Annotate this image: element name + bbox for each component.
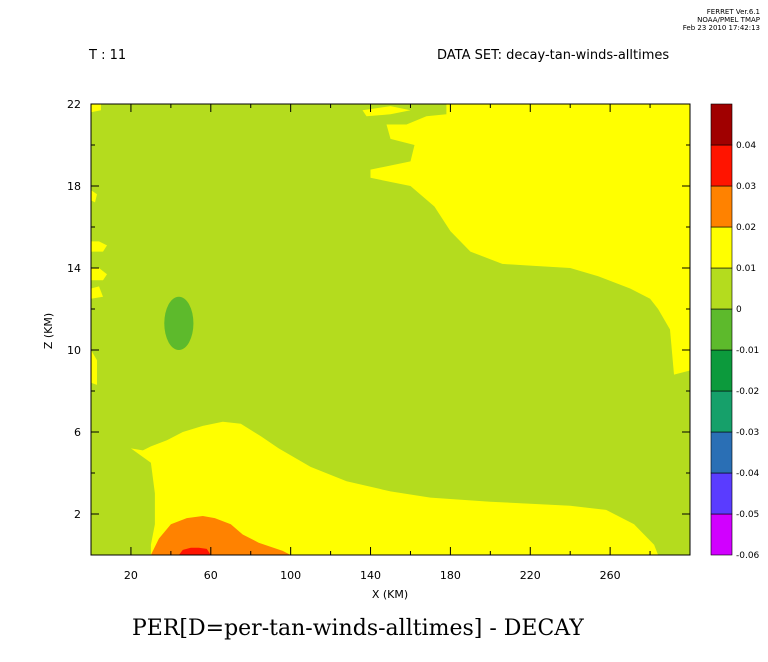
colorbar-swatch-9 xyxy=(710,144,733,187)
x-tick-label-3: 140 xyxy=(360,569,381,582)
contour-region-7 xyxy=(91,190,97,203)
contour-region-5 xyxy=(91,350,97,385)
x-tick-label-1: 60 xyxy=(204,569,218,582)
colorbar-swatch-10 xyxy=(710,103,733,146)
ferret-stamp: FERRET Ver.6.1 NOAA/PMEL TMAP Feb 23 201… xyxy=(683,8,760,32)
contour-region-10 xyxy=(178,547,211,555)
x-tick-label-0: 20 xyxy=(124,569,138,582)
contour-region-11 xyxy=(164,296,194,350)
contour-region-2 xyxy=(91,241,107,252)
contour-region-9 xyxy=(150,516,291,555)
contour-region-6 xyxy=(91,104,101,113)
time-label: T : 11 xyxy=(89,48,127,63)
colorbar-swatch-3 xyxy=(710,390,733,433)
x-tick-label-6: 260 xyxy=(600,569,621,582)
y-tick-label-3: 14 xyxy=(67,262,81,275)
ferret-org: NOAA/PMEL TMAP xyxy=(697,16,760,24)
bottom-title: PER[D=per-tan-winds-alltimes] - DECAY xyxy=(132,616,584,641)
colorbar-label-0: -0.06 xyxy=(736,551,760,561)
x-tick-label-5: 220 xyxy=(520,569,541,582)
contour-region-4 xyxy=(91,286,103,299)
contour-fills xyxy=(91,104,690,555)
x-axis-label: X (KM) xyxy=(372,588,408,601)
plot-area xyxy=(91,104,690,555)
colorbar-swatch-7 xyxy=(710,226,733,269)
y-tick-label-5: 22 xyxy=(67,98,81,111)
colorbar-swatch-2 xyxy=(710,431,733,474)
y-axis-label: Z (KM) xyxy=(42,313,55,349)
x-tick-label-4: 180 xyxy=(440,569,461,582)
y-tick-label-0: 2 xyxy=(74,508,81,521)
contour-region-3 xyxy=(91,268,107,281)
y-tick-label-2: 10 xyxy=(67,344,81,357)
colorbar-label-4: -0.02 xyxy=(736,387,759,397)
colorbar-label-1: -0.05 xyxy=(736,510,759,520)
dataset-label: DATA SET: decay-tan-winds-alltimes xyxy=(437,48,670,63)
ferret-date: Feb 23 2010 17:42:13 xyxy=(682,24,760,32)
y-tick-label-1: 6 xyxy=(74,426,81,439)
colorbar-label-3: -0.03 xyxy=(736,428,759,438)
x-tick-label-2: 100 xyxy=(280,569,301,582)
axes: 20 60 100 140 180 220 260 2 6 10 14 18 22 xyxy=(67,98,691,582)
colorbar-label-8: 0.02 xyxy=(736,223,756,233)
colorbar: -0.06 -0.05 -0.04 -0.03 -0.02 -0.01 0 0.01 0.02 0… xyxy=(710,103,760,561)
colorbar-swatch-0 xyxy=(710,513,733,556)
contour-region-8 xyxy=(130,421,659,555)
y-tick-label-4: 18 xyxy=(67,180,81,193)
colorbar-label-2: -0.04 xyxy=(736,469,760,479)
colorbar-label-5: -0.01 xyxy=(736,346,759,356)
colorbar-swatch-6 xyxy=(710,267,733,310)
contour-region-0 xyxy=(370,104,690,375)
colorbar-swatch-5 xyxy=(710,308,733,351)
colorbar-swatch-1 xyxy=(710,472,733,515)
colorbar-label-9: 0.03 xyxy=(736,182,756,192)
contour-region-1 xyxy=(362,106,411,117)
colorbar-swatch-8 xyxy=(710,185,733,228)
colorbar-label-10: 0.04 xyxy=(736,141,756,151)
colorbar-label-7: 0.01 xyxy=(736,264,756,274)
ferret-version: FERRET Ver.6.1 xyxy=(706,8,760,16)
plot-frame xyxy=(90,103,691,556)
colorbar-label-6: 0 xyxy=(736,305,742,315)
colorbar-swatch-4 xyxy=(710,349,733,392)
